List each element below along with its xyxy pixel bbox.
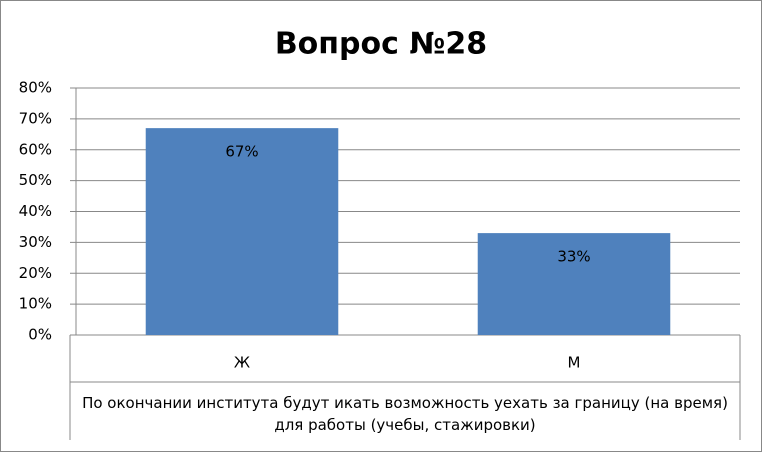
- bar: [145, 128, 339, 335]
- y-tick-label: 60%: [19, 140, 52, 158]
- y-tick-label: 50%: [19, 171, 52, 189]
- y-tick-label: 70%: [19, 109, 52, 127]
- y-tick-label: 40%: [19, 202, 52, 220]
- x-axis-label: По окончании института будут икать возмо…: [82, 394, 728, 434]
- y-tick-label: 0%: [28, 326, 52, 344]
- value-label: 67%: [225, 143, 258, 161]
- y-tick-label: 10%: [19, 295, 52, 313]
- bar: [477, 233, 671, 335]
- y-tick-label: 30%: [19, 233, 52, 251]
- chart-title: Вопрос №28: [275, 27, 487, 62]
- x-tick-label: М: [568, 354, 581, 372]
- value-label: 33%: [557, 248, 590, 266]
- y-tick-label: 20%: [19, 264, 52, 282]
- y-tick-label: 80%: [19, 79, 52, 97]
- x-tick-label: Ж: [234, 354, 250, 372]
